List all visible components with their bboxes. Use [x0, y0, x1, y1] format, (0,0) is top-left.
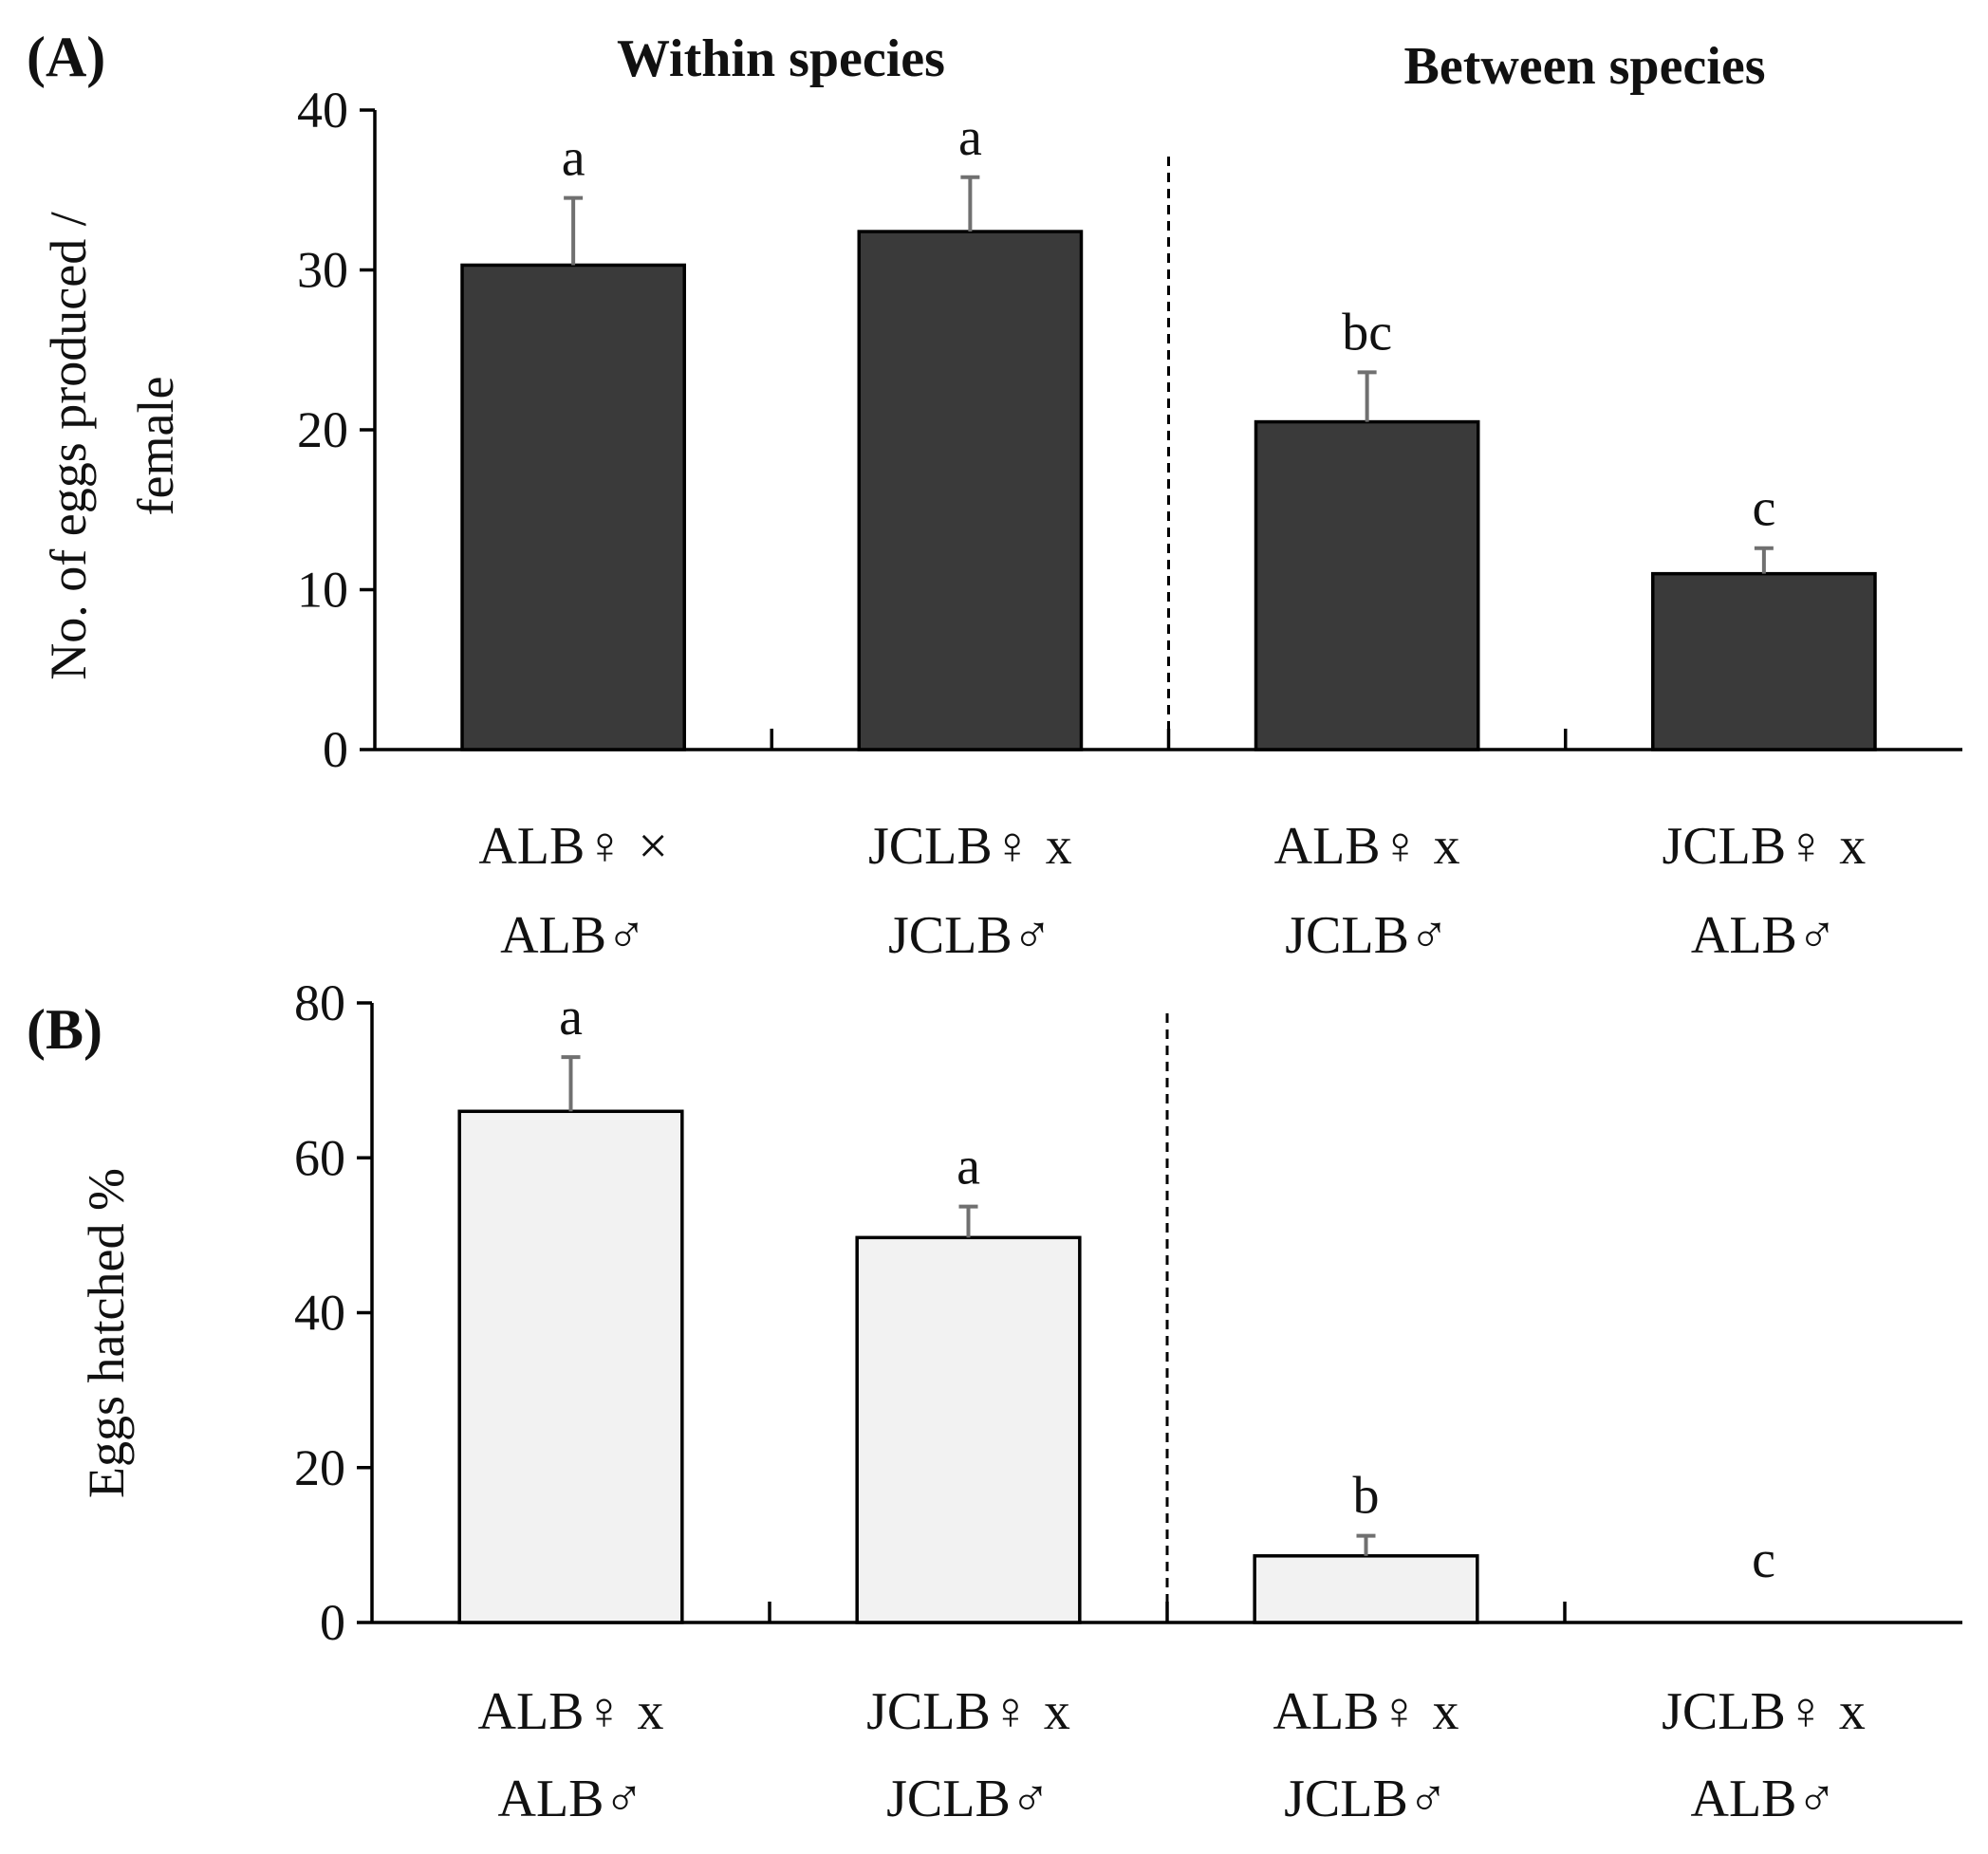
category-label-line2: JCLB♂: [1285, 906, 1449, 965]
bar: [457, 1109, 684, 1624]
panel-a-label: (A): [27, 26, 105, 88]
y-axis-title-b: Eggs hatched %: [78, 1168, 135, 1498]
category-label-line1: JCLB♀ x: [1663, 817, 1867, 876]
panel-a-plot: 0 10 20 30 40 a ALB♀ × ALB♂ a JCLB♀ x JCLB♂ bc ALB♀ …: [297, 82, 1962, 965]
y-tick-label: 40: [297, 82, 348, 139]
panel-b-label: (B): [27, 998, 102, 1061]
category-label-line2: JCLB♂: [886, 1770, 1050, 1828]
category-label-line2: ALB♂: [1691, 906, 1837, 965]
significance-label: a: [562, 129, 585, 188]
significance-label: b: [1353, 1467, 1380, 1526]
significance-label: c: [1752, 1530, 1775, 1589]
y-tick-label: 0: [323, 721, 348, 778]
category-label-line2: ALB♂: [498, 1770, 644, 1828]
bar: [857, 230, 1084, 751]
group-title-between: Between species: [1403, 37, 1765, 96]
category-label-line2: ALB♂: [1691, 1770, 1837, 1828]
y-tick-label: 30: [297, 242, 348, 299]
category-label-line1: JCLB♀ x: [868, 817, 1072, 876]
significance-label: a: [559, 988, 583, 1047]
y-tick-label: 10: [297, 562, 348, 619]
group-title-within: Within species: [617, 29, 945, 88]
significance-label: a: [957, 1138, 980, 1196]
category-label-line1: ALB♀ ×: [478, 817, 668, 876]
bar: [460, 263, 686, 751]
y-tick-label: 60: [294, 1129, 345, 1186]
category-label-line2: JCLB♂: [1284, 1770, 1448, 1828]
y-tick-label: 20: [294, 1439, 345, 1496]
bar: [1254, 419, 1480, 751]
y-tick-label: 40: [294, 1285, 345, 1342]
y-tick-label: 80: [294, 974, 345, 1031]
y-axis-title-a-line2: female: [127, 377, 184, 516]
category-label-line1: ALB♀ x: [1274, 817, 1460, 876]
significance-label: c: [1752, 479, 1775, 538]
y-axis-title-a-line1: No. of eggs produced /: [40, 212, 97, 679]
significance-label: bc: [1342, 303, 1392, 362]
y-tick-label: 0: [320, 1594, 345, 1651]
category-label-line1: ALB♀ x: [478, 1682, 664, 1741]
category-label-line1: JCLB♀ x: [1662, 1682, 1866, 1741]
category-label-line1: JCLB♀ x: [866, 1682, 1070, 1741]
y-tick-label: 20: [297, 401, 348, 458]
category-label-line2: JCLB♂: [888, 906, 1052, 965]
bar: [1253, 1554, 1479, 1624]
panel-b-plot: 0 20 40 60 80 a ALB♀ x ALB♂ a JCLB♀ x JCLB♂ b ALB♀ x…: [294, 974, 1962, 1828]
significance-label: a: [958, 108, 982, 167]
category-label-line2: ALB♂: [500, 906, 646, 965]
bar: [1651, 571, 1877, 751]
category-label-line1: ALB♀ x: [1273, 1682, 1459, 1741]
bar: [855, 1235, 1082, 1624]
